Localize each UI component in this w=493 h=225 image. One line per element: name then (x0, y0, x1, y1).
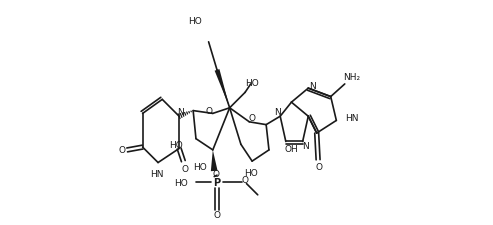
Text: HN: HN (345, 114, 358, 123)
Text: O: O (118, 146, 125, 155)
Text: O: O (248, 114, 255, 123)
Polygon shape (214, 70, 230, 108)
Text: O: O (212, 169, 219, 178)
Text: HO: HO (244, 168, 257, 177)
Text: NH₂: NH₂ (343, 73, 360, 82)
Text: O: O (205, 107, 212, 116)
Text: N: N (309, 81, 316, 90)
Text: HO: HO (170, 140, 183, 149)
Text: HO: HO (245, 79, 259, 88)
Text: HO: HO (174, 178, 187, 187)
Text: OH: OH (284, 144, 298, 153)
Text: N: N (274, 108, 281, 117)
Text: O: O (213, 210, 220, 219)
Text: O: O (315, 162, 322, 171)
Polygon shape (211, 150, 217, 171)
Text: HO: HO (193, 162, 207, 171)
Text: HO: HO (188, 17, 202, 26)
Text: N: N (177, 108, 184, 117)
Text: HN: HN (150, 169, 163, 178)
Text: P: P (213, 177, 220, 187)
Text: N: N (302, 142, 309, 151)
Text: O: O (242, 175, 248, 184)
Text: O: O (181, 164, 188, 173)
